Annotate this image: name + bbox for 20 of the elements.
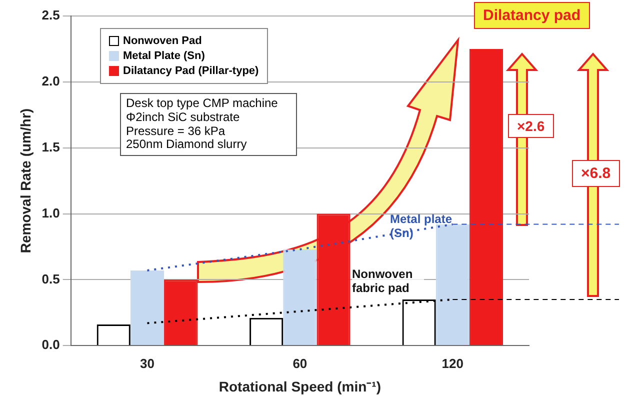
y-tick-label: 0.0 [42, 337, 60, 352]
y-tick-label: 2.0 [42, 74, 60, 88]
annotation: Metal plate (Sn) [390, 212, 454, 241]
x-tick-label: 60 [292, 356, 308, 371]
legend-label: Nonwoven Pad [122, 35, 203, 47]
legend-label: Dilatancy Pad (Pillar-type) [122, 65, 259, 77]
y-tick-label: 1.5 [42, 139, 60, 154]
y-tick-label: 1.0 [42, 205, 60, 220]
y-tick-label: 2.5 [42, 8, 60, 23]
legend-label: Metal Plate (Sn) [122, 50, 206, 62]
y-tick-label: 0.5 [42, 271, 60, 286]
x-axis-title: Rotational Speed (min⁻¹) [218, 378, 381, 394]
y-axis-title: Removal Rate (um/hr) [17, 108, 34, 254]
annotation: Dilatancy pad [474, 2, 590, 30]
text: ×6.8 [572, 160, 620, 188]
x-tick-label: 120 [442, 356, 464, 371]
annotation: Nonwoven fabric pad [352, 267, 424, 296]
annotation: ×2.6 [508, 114, 554, 138]
annotation: Desk top type CMP machine Φ2inch SiC substrate Pressure = 36 kPa 250nm Diamond slurry [120, 93, 297, 156]
x-tick-label: 30 [140, 356, 154, 371]
